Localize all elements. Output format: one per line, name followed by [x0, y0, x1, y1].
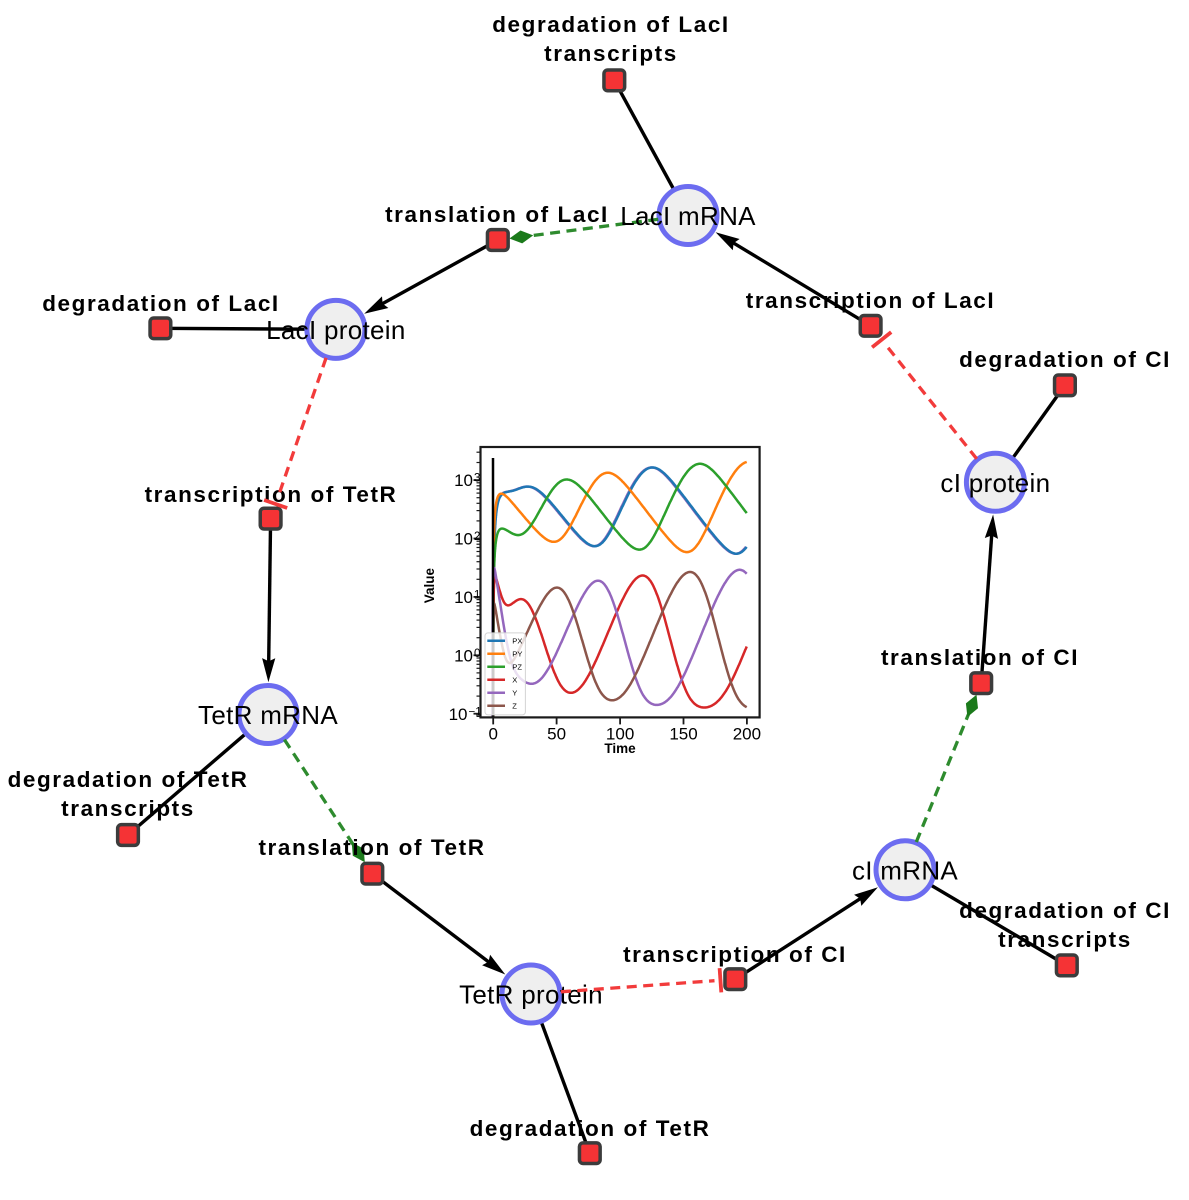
svg-text:translation of TetR: translation of TetR	[258, 835, 485, 860]
svg-text:Y: Y	[512, 689, 517, 698]
svg-text:transcripts: transcripts	[61, 796, 195, 821]
svg-text:translation of CI: translation of CI	[881, 645, 1079, 670]
svg-text:TetR mRNA: TetR mRNA	[198, 700, 338, 730]
svg-text:cI mRNA: cI mRNA	[852, 855, 958, 885]
svg-text:degradation of LacI: degradation of LacI	[492, 12, 730, 37]
svg-text:Z: Z	[512, 702, 517, 711]
svg-text:10: 10	[454, 530, 473, 549]
svg-text:0: 0	[474, 648, 480, 660]
svg-text:200: 200	[733, 725, 761, 744]
svg-text:degradation of CI: degradation of CI	[959, 898, 1171, 923]
svg-text:translation of LacI: translation of LacI	[385, 202, 609, 227]
svg-text:10: 10	[454, 646, 473, 665]
svg-text:3: 3	[474, 473, 480, 485]
svg-text:X: X	[512, 676, 517, 685]
svg-text:10: 10	[449, 705, 468, 724]
svg-text:150: 150	[669, 725, 697, 744]
svg-text:100: 100	[606, 725, 634, 744]
svg-text:transcripts: transcripts	[544, 41, 678, 66]
svg-text:LacI mRNA: LacI mRNA	[620, 201, 756, 231]
svg-text:Value: Value	[422, 567, 437, 603]
svg-text:−1: −1	[469, 706, 482, 718]
svg-text:degradation of TetR: degradation of TetR	[470, 1116, 711, 1141]
svg-text:10: 10	[454, 471, 473, 490]
svg-text:1: 1	[474, 590, 480, 602]
svg-text:transcription of CI: transcription of CI	[623, 942, 847, 967]
svg-text:10: 10	[454, 588, 473, 607]
svg-text:PZ: PZ	[512, 663, 522, 672]
svg-text:PY: PY	[512, 650, 522, 659]
svg-text:2: 2	[474, 531, 480, 543]
svg-text:degradation of LacI: degradation of LacI	[42, 291, 280, 316]
svg-text:transcripts: transcripts	[998, 927, 1132, 952]
svg-text:0: 0	[488, 725, 497, 744]
svg-text:TetR protein: TetR protein	[459, 980, 603, 1010]
svg-text:cI protein: cI protein	[940, 468, 1050, 498]
svg-text:Time: Time	[604, 741, 636, 756]
svg-text:transcription of LacI: transcription of LacI	[746, 288, 995, 313]
svg-text:degradation of CI: degradation of CI	[959, 347, 1171, 372]
svg-text:degradation of TetR: degradation of TetR	[8, 767, 249, 792]
svg-text:LacI protein: LacI protein	[266, 315, 405, 345]
svg-text:50: 50	[547, 725, 566, 744]
svg-text:PX: PX	[512, 637, 522, 646]
